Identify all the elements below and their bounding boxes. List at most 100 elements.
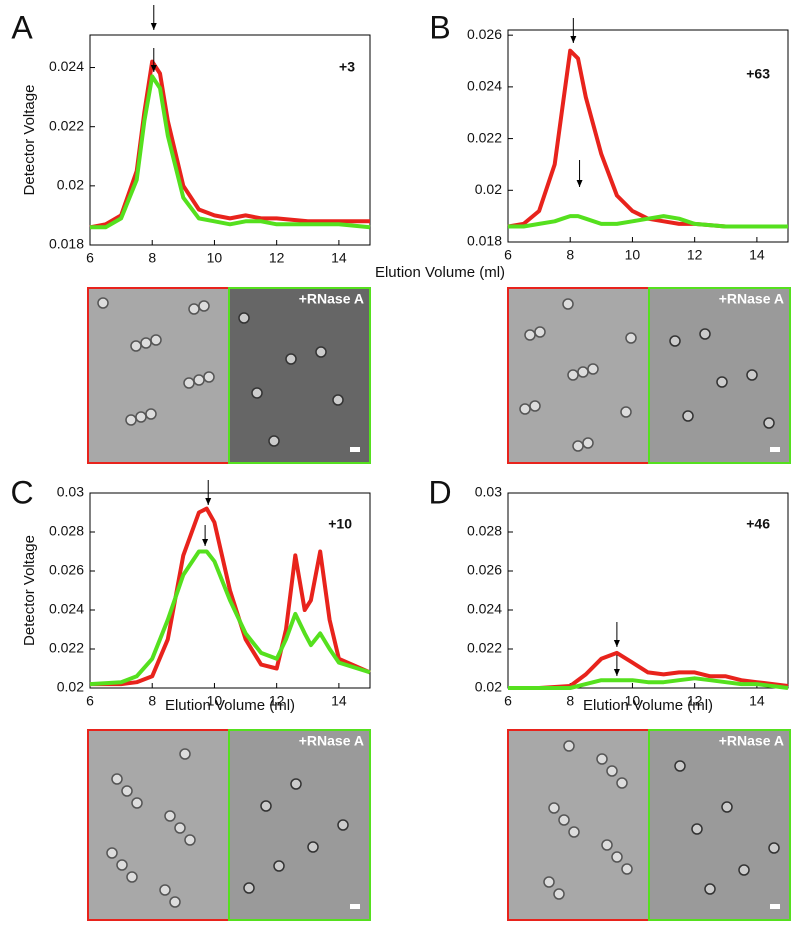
x-tick-label: 10 xyxy=(625,247,641,263)
particle xyxy=(285,353,297,365)
y-tick-label: 0.024 xyxy=(467,601,502,617)
y-tick-label: 0.028 xyxy=(49,523,84,539)
particle xyxy=(524,329,536,341)
data-line xyxy=(89,549,371,687)
x-tick-label: 14 xyxy=(331,693,347,709)
particle xyxy=(130,340,142,352)
particle xyxy=(125,414,137,426)
x-tick-label: 6 xyxy=(504,247,512,263)
image-label: +RNase A xyxy=(299,291,364,307)
image-label: +RNase A xyxy=(299,733,364,749)
micrograph xyxy=(648,287,791,464)
particle xyxy=(145,408,157,420)
particle xyxy=(519,403,531,415)
micrograph xyxy=(648,729,791,921)
particle xyxy=(534,326,546,338)
annotation: +3 xyxy=(339,59,355,75)
x-tick-label: 6 xyxy=(86,693,94,709)
arrow-head xyxy=(613,669,620,676)
y-tick-label: 0.024 xyxy=(49,601,84,617)
particle xyxy=(699,328,711,340)
x-tick-label: 12 xyxy=(269,693,285,709)
particle xyxy=(563,740,575,752)
y-tick-label: 0.018 xyxy=(467,233,502,249)
y-tick-label: 0.03 xyxy=(57,484,84,500)
plot-frame xyxy=(507,492,789,689)
data-line xyxy=(90,74,371,230)
x-tick-label: 8 xyxy=(566,693,574,709)
particle xyxy=(691,823,703,835)
particle xyxy=(567,369,579,381)
data-line xyxy=(508,676,789,690)
x-tick-label: 10 xyxy=(207,250,223,266)
panel-letter: A xyxy=(11,9,33,45)
particle xyxy=(121,785,133,797)
arrow-head xyxy=(150,23,157,30)
particle xyxy=(616,777,628,789)
particle xyxy=(746,369,758,381)
scale-bar xyxy=(770,447,780,452)
x-tick-label: 10 xyxy=(207,693,223,709)
particle xyxy=(193,374,205,386)
y-tick-label: 0.022 xyxy=(467,640,502,656)
particle xyxy=(273,860,285,872)
y-tick-label: 0.02 xyxy=(475,181,502,197)
particle xyxy=(568,826,580,838)
particle xyxy=(543,876,555,888)
particle xyxy=(111,773,123,785)
particle xyxy=(135,411,147,423)
arrow-head xyxy=(150,65,157,72)
plot-frame xyxy=(89,492,371,689)
particle xyxy=(174,822,186,834)
y-tick-label: 0.024 xyxy=(49,58,84,74)
x-tick-label: 14 xyxy=(749,693,765,709)
micrograph xyxy=(507,729,650,921)
particle xyxy=(238,312,250,324)
particle xyxy=(97,297,109,309)
y-axis-label: Detector Voltage xyxy=(21,535,38,646)
panel-letter: D xyxy=(428,474,451,510)
particle xyxy=(183,377,195,389)
particle xyxy=(721,801,733,813)
arrow-head xyxy=(205,498,212,505)
y-tick-label: 0.03 xyxy=(475,484,502,500)
x-tick-label: 12 xyxy=(687,693,703,709)
particle xyxy=(548,802,560,814)
particle xyxy=(188,303,200,315)
particle xyxy=(203,371,215,383)
particle xyxy=(577,366,589,378)
x-tick-label: 6 xyxy=(504,693,512,709)
particle xyxy=(315,346,327,358)
annotation: +10 xyxy=(328,516,352,532)
x-tick-label: 8 xyxy=(566,247,574,263)
particle xyxy=(260,800,272,812)
particle xyxy=(582,437,594,449)
scale-bar xyxy=(350,447,360,452)
particle xyxy=(179,748,191,760)
arrow-head xyxy=(576,180,583,187)
particle xyxy=(243,882,255,894)
particle xyxy=(669,335,681,347)
particle xyxy=(768,842,780,854)
data-line xyxy=(89,59,370,230)
particle xyxy=(106,847,118,859)
particle xyxy=(184,834,196,846)
panel-letter: C xyxy=(10,474,33,510)
scale-bar xyxy=(350,904,360,909)
particle xyxy=(587,363,599,375)
y-tick-label: 0.028 xyxy=(467,523,502,539)
x-tick-label: 10 xyxy=(625,693,641,709)
particle xyxy=(337,819,349,831)
y-tick-label: 0.022 xyxy=(467,129,502,145)
particle xyxy=(529,400,541,412)
particle xyxy=(140,337,152,349)
y-axis-label: Detector Voltage xyxy=(21,85,38,196)
particle xyxy=(620,406,632,418)
micrograph xyxy=(87,729,230,921)
particle xyxy=(558,814,570,826)
image-label: +RNase A xyxy=(719,291,784,307)
arrow-head xyxy=(613,640,620,647)
x-tick-label: 8 xyxy=(148,693,156,709)
y-tick-label: 0.026 xyxy=(467,562,502,578)
